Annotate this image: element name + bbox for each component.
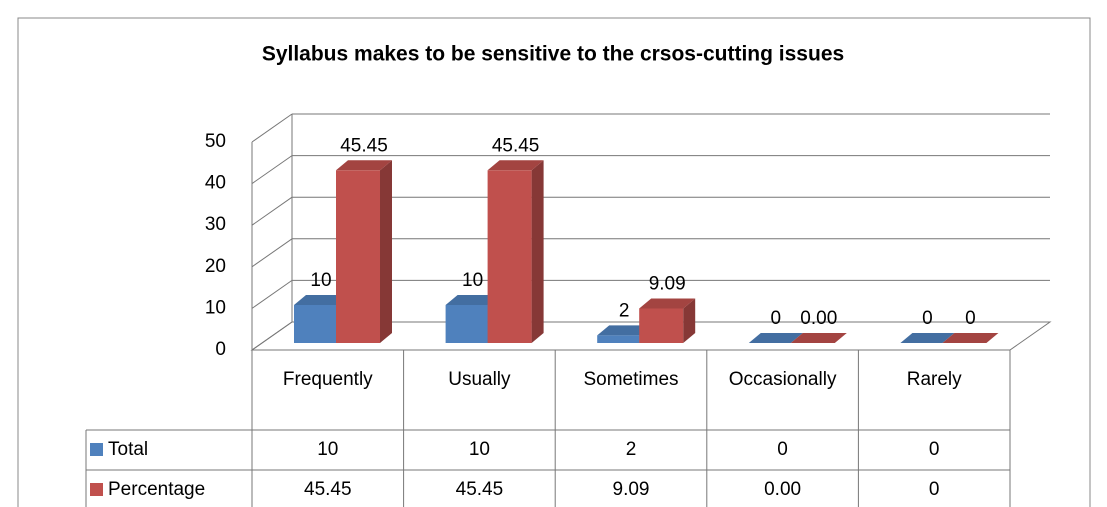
table-cell: 2 xyxy=(626,439,637,460)
data-label: 9.09 xyxy=(649,273,686,294)
grid-line-side xyxy=(251,238,293,268)
y-tick-label: 30 xyxy=(205,214,226,235)
data-label: 0 xyxy=(771,308,782,329)
legend-key xyxy=(90,443,103,456)
bar-top xyxy=(294,295,348,305)
bar-top xyxy=(597,325,652,336)
data-label: 10 xyxy=(310,270,331,291)
bar-top xyxy=(748,333,803,343)
legend-key xyxy=(90,483,103,496)
data-label: 0 xyxy=(965,308,976,329)
table-cell: 0.00 xyxy=(764,479,801,500)
bar xyxy=(487,170,532,343)
legend-label: Total xyxy=(108,439,148,460)
x-tick-label: Rarely xyxy=(907,369,962,390)
y-tick-label: 40 xyxy=(205,173,226,194)
bar xyxy=(445,305,488,343)
y-tick-label: 20 xyxy=(205,256,226,277)
bar-top xyxy=(445,295,500,305)
bar-side xyxy=(683,298,696,343)
bar xyxy=(336,170,380,343)
data-label: 2 xyxy=(619,300,630,321)
x-tick-label: Sometimes xyxy=(583,369,678,390)
y-tick-label: 0 xyxy=(215,339,226,360)
chart-frame xyxy=(17,17,1091,507)
grid-line-side xyxy=(251,279,293,309)
data-label: 10 xyxy=(462,270,483,291)
bar-top xyxy=(639,298,696,309)
y-tick-label: 50 xyxy=(205,131,226,152)
table-cell: 10 xyxy=(469,439,490,460)
grid-line-side xyxy=(251,196,293,226)
data-label: 45.45 xyxy=(340,135,388,156)
bar-top xyxy=(900,333,955,343)
bar-top xyxy=(942,333,999,343)
bar xyxy=(639,308,684,343)
bar xyxy=(294,305,336,343)
bar-side xyxy=(380,160,392,343)
bar xyxy=(597,335,640,343)
legend-label: Percentage xyxy=(108,479,205,500)
table-cell: 10 xyxy=(317,439,338,460)
x-tick-label: Frequently xyxy=(283,369,373,390)
y-tick-label: 10 xyxy=(205,297,226,318)
data-label: 0 xyxy=(922,308,933,329)
table-cell: 9.09 xyxy=(613,479,650,500)
data-label: 45.45 xyxy=(492,135,540,156)
chart-title: Syllabus makes to be sensitive to the cr… xyxy=(262,43,844,66)
table-cell: 0 xyxy=(929,479,940,500)
table-cell: 0 xyxy=(777,439,788,460)
table-cell: 45.45 xyxy=(456,479,504,500)
x-tick-label: Occasionally xyxy=(729,369,837,390)
table-cell: 45.45 xyxy=(304,479,352,500)
data-label: 0.00 xyxy=(800,308,837,329)
bar-side xyxy=(531,160,544,343)
grid-line-side xyxy=(251,113,293,143)
grid-line-side xyxy=(251,321,293,351)
bar-top xyxy=(487,160,544,171)
grid-line-side xyxy=(251,155,293,185)
table-cell: 0 xyxy=(929,439,940,460)
x-tick-label: Usually xyxy=(448,369,511,390)
bar-top xyxy=(336,160,392,171)
bar-top xyxy=(790,333,847,343)
